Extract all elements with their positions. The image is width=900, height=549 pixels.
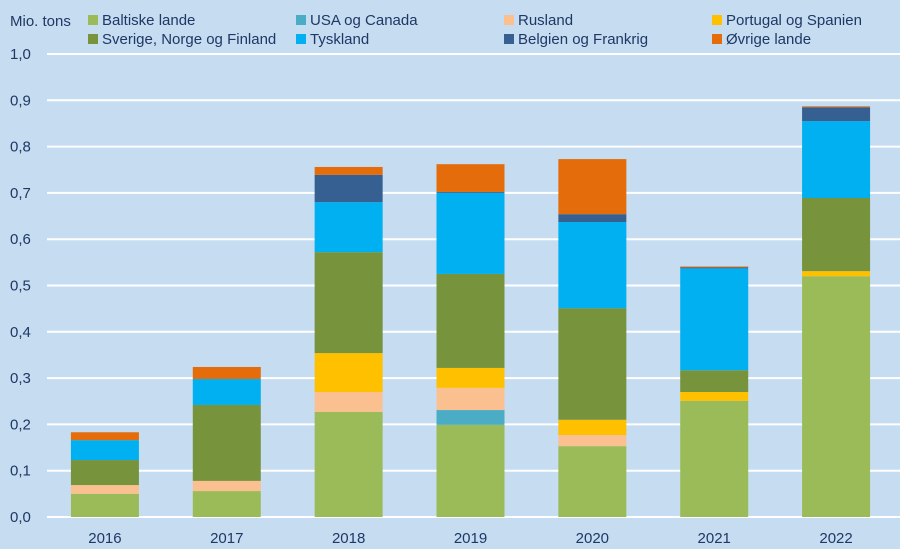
y-tick-label: 0,2: [10, 416, 31, 433]
x-tick-label: 2018: [332, 530, 365, 547]
bar-segment: [680, 400, 749, 517]
bar-segment: [70, 460, 139, 486]
bar-segment: [436, 367, 505, 388]
legend-item-ovrige-lande: Øvrige lande: [712, 31, 811, 48]
bar-segment: [558, 419, 627, 436]
x-tick-label: 2020: [576, 530, 609, 547]
bar-segment: [70, 432, 139, 441]
legend-item-rusland: Rusland: [504, 12, 573, 29]
legend-label: Rusland: [518, 12, 574, 29]
bar-segment: [680, 267, 749, 269]
bar-segment: [70, 485, 139, 494]
bar-segment: [802, 271, 871, 277]
y-tick-label: 0,7: [10, 185, 31, 202]
y-tick-label: 0,3: [10, 370, 31, 387]
bar-stack-2022: [802, 106, 871, 517]
bar-segment: [436, 273, 505, 368]
bar-segment: [802, 121, 871, 198]
y-tick-label: 0,1: [10, 463, 31, 480]
bar-segment: [314, 166, 383, 175]
bar-segment: [558, 159, 627, 215]
y-tick-label: 0,8: [10, 139, 31, 156]
legend-swatch: [504, 34, 514, 44]
bar-segment: [558, 446, 627, 517]
bar-segment: [314, 174, 383, 203]
x-axis-ticks: 2016 2017 2018 2019 2020 2021 2022: [88, 530, 853, 547]
legend-item-belgien-og-frankrig: Belgien og Frankrig: [504, 31, 648, 48]
legend-label: Belgien og Frankrig: [518, 31, 649, 48]
y-tick-label: 0,5: [10, 278, 31, 295]
y-tick-label: 0,0: [10, 509, 31, 526]
legend-swatch: [712, 15, 722, 25]
bar-stack-2018: [314, 166, 383, 517]
bar-segment: [314, 252, 383, 354]
x-tick-label: 2016: [88, 530, 121, 547]
bar-segment: [436, 387, 505, 411]
bar-segment: [558, 435, 627, 447]
bar-segment: [192, 404, 261, 481]
bar-stack-2019: [436, 164, 505, 517]
legend-label: Øvrige lande: [726, 31, 812, 48]
bar-segment: [314, 411, 383, 517]
bar-segment: [680, 370, 749, 392]
bar-stack-2020: [558, 159, 627, 517]
y-axis-title: Mio. tons: [10, 13, 71, 30]
legend-swatch: [296, 34, 306, 44]
bar-segment: [802, 106, 871, 108]
bars: [70, 106, 871, 517]
bar-segment: [314, 353, 383, 392]
bar-segment: [680, 391, 749, 401]
legend-item-sverige-norge-og-finland: Sverige, Norge og Finland: [88, 31, 276, 48]
legend-label: Portugal og Spanien: [726, 12, 862, 29]
bar-segment: [680, 266, 749, 268]
bar-segment: [192, 480, 261, 492]
x-tick-label: 2021: [698, 530, 731, 547]
bar-segment: [558, 308, 627, 420]
bar-segment: [436, 424, 505, 517]
bar-segment: [802, 197, 871, 272]
bar-segment: [314, 391, 383, 412]
bar-segment: [558, 214, 627, 223]
bar-segment: [192, 379, 261, 405]
bar-segment: [802, 107, 871, 122]
y-tick-label: 1,0: [10, 46, 31, 63]
bar-segment: [192, 491, 261, 517]
bar-stack-2017: [192, 366, 261, 517]
legend-label: Tyskland: [310, 31, 370, 48]
bar-segment: [680, 268, 749, 371]
bar-segment: [192, 366, 261, 380]
legend-label: Sverige, Norge og Finland: [102, 31, 277, 48]
y-tick-label: 0,4: [10, 324, 31, 341]
bar-segment: [436, 164, 505, 192]
bar-segment: [802, 276, 871, 517]
x-tick-label: 2017: [210, 530, 243, 547]
legend-swatch: [88, 34, 98, 44]
legend-item-portugal-og-spanien: Portugal og Spanien: [712, 12, 862, 29]
bar-segment: [558, 222, 627, 309]
x-tick-label: 2019: [454, 530, 487, 547]
legend-swatch: [88, 15, 98, 25]
legend-item-baltiske-lande: Baltiske lande: [88, 12, 195, 29]
legend-item-tyskland: Tyskland: [296, 31, 369, 48]
legend-label: USA og Canada: [310, 12, 418, 29]
bar-segment: [436, 192, 505, 274]
bar-stack-2016: [70, 432, 139, 517]
bar-segment: [70, 440, 139, 461]
bar-segment: [314, 202, 383, 253]
legend-item-usa-og-canada: USA og Canada: [296, 12, 418, 29]
bar-segment: [436, 410, 505, 425]
y-tick-label: 0,9: [10, 92, 31, 109]
bar-segment: [436, 191, 505, 193]
bar-stack-2021: [680, 266, 749, 517]
legend-swatch: [296, 15, 306, 25]
legend-label: Baltiske lande: [102, 12, 196, 29]
legend-swatch: [712, 34, 722, 44]
y-tick-label: 0,6: [10, 231, 31, 248]
y-axis-ticks: 0,0 0,1 0,2 0,3 0,4 0,5 0,6 0,7 0,8 0,9 1,0: [10, 46, 31, 526]
x-tick-label: 2022: [819, 530, 852, 547]
bar-segment: [70, 493, 139, 517]
legend: Baltiske lande USA og Canada Rusland Por…: [0, 0, 900, 50]
legend-swatch: [504, 15, 514, 25]
